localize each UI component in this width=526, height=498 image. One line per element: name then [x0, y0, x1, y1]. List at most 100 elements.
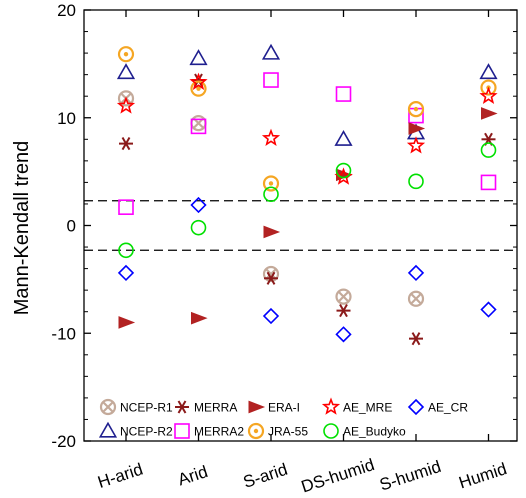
data-point [190, 80, 207, 97]
data-point [406, 136, 426, 154]
marker-stroke [265, 268, 277, 280]
data-point [336, 304, 351, 318]
data-point [119, 137, 133, 151]
marker-shape [335, 162, 352, 179]
data-point [190, 196, 207, 214]
data-point [479, 63, 498, 80]
data-point [263, 225, 281, 239]
marker-shape [118, 199, 134, 215]
marker-ring [407, 290, 425, 307]
legend-item: ERA-I [248, 401, 300, 415]
marker-stroke [339, 304, 348, 318]
marker-shape [480, 174, 497, 191]
marker-shape [479, 63, 498, 80]
marker-stroke [266, 271, 276, 285]
marker-shape [189, 72, 208, 90]
data-point [191, 311, 208, 325]
data-point [190, 118, 207, 135]
legend-item: MERRA2 [174, 423, 244, 439]
x-tick-label: S-arid [241, 460, 290, 492]
marker-shape [335, 326, 352, 343]
legend-label: MERRA2 [194, 425, 244, 439]
marker-shape [174, 423, 190, 439]
data-point [479, 86, 498, 104]
data-point [263, 72, 279, 88]
data-point [116, 63, 136, 80]
data-point [407, 264, 425, 282]
marker-shape [116, 96, 136, 114]
series-merra2 [118, 72, 497, 215]
data-point [262, 265, 280, 283]
marker-ring [99, 398, 117, 416]
series-era-i [118, 107, 498, 329]
y-tick-label: 20 [57, 1, 76, 20]
data-point [334, 129, 353, 146]
data-point [189, 49, 208, 66]
series-ncep-r1 [117, 90, 425, 307]
data-point [261, 43, 281, 60]
legend-item: MERRA [175, 400, 237, 415]
data-point [118, 242, 134, 259]
marker-dot [413, 106, 419, 112]
marker-ring [117, 46, 135, 63]
marker-shape [262, 307, 280, 325]
legend: NCEP-R1 MERRA ERA-I AE_MRE AE_CR NCEP-R2 MERRA… [98, 397, 468, 440]
series-ncep-r2 [116, 43, 498, 146]
marker-shape [406, 136, 426, 154]
data-point [262, 175, 280, 192]
data-point [264, 271, 278, 285]
data-point [116, 96, 136, 114]
legend-item: NCEP-R2 [98, 421, 173, 439]
data-point [118, 316, 136, 329]
marker-stroke [194, 73, 203, 87]
marker-shape [263, 186, 279, 203]
data-point [118, 199, 134, 215]
plot-area: -20 -10 0 10 20 H-arid Arid S-arid DS-humid S-hum… [51, 1, 518, 496]
marker-shape [118, 242, 134, 259]
data-point [263, 186, 279, 203]
marker-shape [480, 142, 497, 158]
data-point [481, 107, 498, 120]
marker-shape [323, 423, 339, 439]
legend-label: JRA-55 [268, 425, 308, 439]
x-tick-label: DS-humid [299, 455, 377, 496]
legend-item: JRA-55 [247, 422, 308, 440]
marker-stroke [102, 401, 114, 413]
marker-dot [196, 86, 201, 91]
marker-stroke [410, 293, 422, 305]
y-tick-label: 10 [57, 109, 76, 128]
marker-shape [407, 264, 425, 282]
y-tick-label: -10 [51, 324, 76, 343]
marker-ring [335, 288, 352, 305]
data-point [335, 162, 352, 179]
marker-shape [191, 311, 208, 325]
data-point [409, 332, 423, 346]
marker-shape [189, 49, 208, 66]
marker-ring [262, 265, 280, 283]
x-tick-label: Humid [457, 459, 510, 492]
data-point [408, 122, 426, 135]
marker-ring [247, 422, 265, 440]
series-ae-cr [117, 196, 497, 343]
marker-shape [408, 173, 424, 190]
marker-shape [408, 122, 426, 135]
marker-shape [479, 86, 498, 104]
series-merra [119, 73, 496, 346]
marker-shape [116, 63, 136, 80]
legend-item: AE_MRE [321, 397, 392, 415]
marker-shape [118, 316, 136, 329]
marker-ring [117, 90, 135, 107]
marker-shape [117, 264, 135, 282]
data-point [480, 301, 497, 318]
legend-label: NCEP-R1 [120, 401, 173, 415]
legend-label: NCEP-R2 [120, 425, 173, 439]
y-tick-label: 0 [67, 217, 76, 236]
marker-stroke [177, 400, 187, 414]
data-point [117, 46, 135, 63]
data-point [480, 142, 497, 158]
y-tick-label: -20 [51, 432, 76, 451]
legend-item: NCEP-R1 [99, 398, 173, 416]
series-ae-budyko [118, 142, 497, 259]
plot-frame [83, 9, 518, 442]
